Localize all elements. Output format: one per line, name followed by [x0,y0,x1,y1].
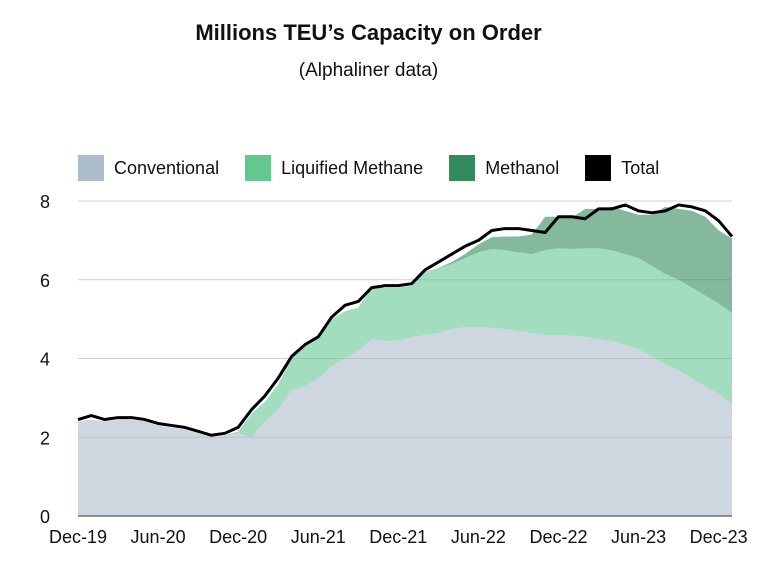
y-tick-label: 0 [40,507,50,527]
legend-swatch-methanol [449,155,476,181]
chart-title: Millions TEU’s Capacity on Order [195,20,542,45]
legend-label-methanol: Methanol [485,157,560,178]
x-tick-label: Dec-20 [209,527,267,547]
legend-item-liquified-methane: Liquified Methane [245,155,423,181]
area-liquified-methane [78,248,732,438]
y-tick-label: 4 [40,350,50,370]
y-tick-label: 8 [40,192,50,212]
x-tick-label: Jun-20 [131,527,186,547]
x-tick-label: Jun-21 [291,527,346,547]
x-tick-label: Dec-23 [690,527,748,547]
legend-item-total: Total [585,155,659,181]
x-tick-label: Dec-22 [529,527,587,547]
legend-item-conventional: Conventional [78,155,219,181]
y-tick-label: 2 [40,428,50,448]
y-tick-label: 6 [40,271,50,291]
legend-label-liquified-methane: Liquified Methane [281,157,424,178]
chart-legend: Conventional Liquified Methane Methanol … [78,155,685,181]
legend-swatch-conventional [78,155,104,181]
legend-item-methanol: Methanol [449,155,559,181]
x-tick-label: Jun-22 [451,527,506,547]
chart-subtitle: (Alphaliner data) [298,60,439,81]
legend-swatch-liquified-methane [245,155,272,181]
total-line [77,203,734,437]
x-tick-label: Dec-19 [49,527,107,547]
area-conventional [78,327,732,516]
area-methanol [78,206,732,438]
legend-swatch-total [585,155,612,181]
legend-label-total: Total [621,157,660,178]
legend-label-conventional: Conventional [114,157,220,178]
x-tick-label: Dec-21 [369,527,427,547]
x-tick-label: Jun-23 [611,527,666,547]
